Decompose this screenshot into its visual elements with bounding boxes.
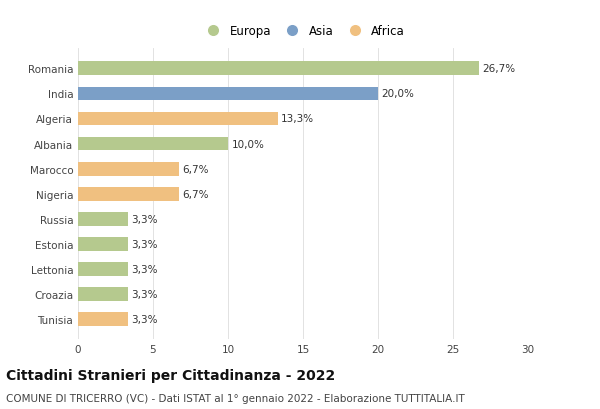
Bar (78, 212, 128, 226)
Text: 3,3%: 3,3% (131, 264, 158, 274)
Text: 3,3%: 3,3% (131, 239, 158, 249)
Text: 6,7%: 6,7% (182, 189, 209, 199)
Legend: Europa, Asia, Africa: Europa, Asia, Africa (196, 20, 410, 43)
Text: 20,0%: 20,0% (382, 89, 415, 99)
Text: 3,3%: 3,3% (131, 214, 158, 224)
Bar (78, 238, 128, 251)
Text: Cittadini Stranieri per Cittadinanza - 2022: Cittadini Stranieri per Cittadinanza - 2… (6, 368, 335, 382)
Bar (78, 112, 277, 126)
Bar (78, 288, 128, 301)
Bar (78, 187, 179, 201)
Text: 6,7%: 6,7% (182, 164, 209, 174)
Text: 10,0%: 10,0% (232, 139, 265, 149)
Bar (78, 137, 228, 151)
Text: 3,3%: 3,3% (131, 315, 158, 324)
Text: 3,3%: 3,3% (131, 290, 158, 299)
Text: COMUNE DI TRICERRO (VC) - Dati ISTAT al 1° gennaio 2022 - Elaborazione TUTTITALI: COMUNE DI TRICERRO (VC) - Dati ISTAT al … (6, 393, 465, 402)
Bar (78, 312, 128, 326)
Bar (78, 162, 179, 176)
Text: 13,3%: 13,3% (281, 114, 314, 124)
Text: 26,7%: 26,7% (482, 64, 515, 74)
Bar (78, 62, 479, 76)
Bar (78, 87, 378, 101)
Bar (78, 263, 128, 276)
